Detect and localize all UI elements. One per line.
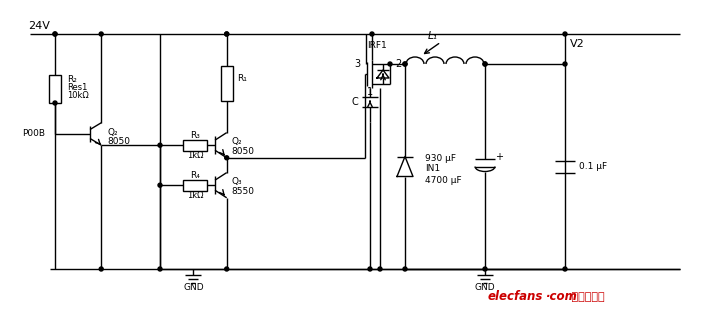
Text: R₃: R₃	[190, 131, 200, 140]
Text: 2: 2	[395, 59, 401, 69]
Circle shape	[99, 267, 103, 271]
Text: 4700 μF: 4700 μF	[425, 176, 462, 185]
Circle shape	[370, 32, 374, 36]
Circle shape	[53, 32, 57, 36]
Circle shape	[403, 267, 407, 271]
Circle shape	[158, 183, 162, 187]
FancyBboxPatch shape	[221, 66, 233, 101]
Circle shape	[563, 267, 567, 271]
Circle shape	[483, 267, 487, 271]
Circle shape	[403, 62, 407, 66]
Text: P00B: P00B	[22, 130, 45, 138]
Text: R₂: R₂	[67, 75, 77, 84]
Text: 24V: 24V	[28, 21, 50, 31]
Circle shape	[53, 101, 57, 105]
Text: 1kΩ: 1kΩ	[186, 151, 203, 160]
Circle shape	[563, 62, 567, 66]
Circle shape	[225, 32, 229, 36]
Text: GND: GND	[183, 283, 204, 292]
Text: Q₃: Q₃	[232, 177, 243, 186]
FancyBboxPatch shape	[49, 75, 61, 103]
Circle shape	[225, 267, 229, 271]
Text: ·com: ·com	[545, 291, 577, 303]
Text: R₁: R₁	[237, 74, 246, 83]
Text: IRF1: IRF1	[367, 41, 387, 50]
Text: +: +	[495, 152, 503, 161]
Circle shape	[368, 267, 372, 271]
Text: C: C	[351, 97, 358, 107]
Text: L₁: L₁	[428, 31, 438, 41]
FancyBboxPatch shape	[183, 180, 207, 191]
Text: 1kΩ: 1kΩ	[186, 191, 203, 200]
Text: 8050: 8050	[107, 137, 130, 146]
Circle shape	[225, 32, 229, 36]
Text: R₄: R₄	[190, 171, 200, 180]
FancyBboxPatch shape	[183, 140, 207, 151]
Text: Q₂: Q₂	[232, 137, 243, 146]
Circle shape	[483, 62, 487, 66]
Text: 3: 3	[354, 59, 360, 69]
Text: GND: GND	[474, 283, 495, 292]
Circle shape	[388, 62, 392, 66]
Text: Q₂: Q₂	[107, 128, 118, 137]
Circle shape	[225, 156, 229, 160]
Text: Res1: Res1	[67, 83, 87, 92]
Circle shape	[158, 143, 162, 147]
Text: V2: V2	[570, 39, 585, 49]
Circle shape	[563, 32, 567, 36]
Circle shape	[99, 32, 103, 36]
Text: IN1: IN1	[425, 164, 440, 173]
Text: 电子发烧友: 电子发烧友	[568, 292, 605, 302]
Circle shape	[403, 62, 407, 66]
Text: 0.1 μF: 0.1 μF	[579, 162, 607, 171]
Circle shape	[53, 32, 57, 36]
Text: 930 μF: 930 μF	[425, 154, 456, 163]
Circle shape	[378, 267, 382, 271]
Circle shape	[158, 267, 162, 271]
Circle shape	[483, 62, 487, 66]
Text: 1: 1	[367, 87, 373, 97]
Text: 10kΩ: 10kΩ	[67, 92, 89, 100]
Text: elecfans: elecfans	[488, 291, 544, 303]
Text: 8550: 8550	[232, 187, 255, 196]
Text: 8050: 8050	[232, 147, 255, 156]
